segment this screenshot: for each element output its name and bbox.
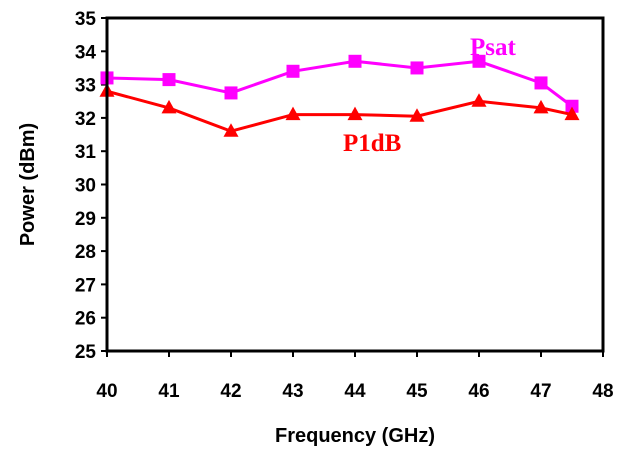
- y-tick-label: 27: [75, 275, 96, 296]
- y-tick-label: 29: [75, 209, 96, 230]
- y-tick-label: 31: [75, 142, 97, 163]
- x-tick-label: 48: [592, 381, 613, 402]
- data-point-p1db: [161, 99, 177, 114]
- data-point-psat: [565, 99, 579, 113]
- data-point-p1db: [533, 99, 549, 114]
- data-point-p1db: [285, 106, 301, 121]
- series-label-p1db: P1dB: [343, 130, 401, 157]
- x-tick-label: 46: [468, 381, 489, 402]
- y-tick-label: 26: [75, 309, 96, 330]
- y-tick-label: 32: [75, 109, 96, 130]
- series-label-psat: Psat: [470, 34, 517, 61]
- x-tick-label: 41: [158, 381, 180, 402]
- y-axis-title: Power (dBm): [17, 123, 39, 246]
- series-line-p1db: [106, 89, 573, 133]
- data-point-psat: [348, 54, 362, 68]
- y-tick-label: 33: [75, 76, 96, 97]
- series-line-psat: [106, 59, 573, 108]
- data-point-psat: [410, 61, 424, 75]
- x-tick-label: 43: [282, 381, 303, 402]
- x-tick-label: 47: [530, 381, 551, 402]
- data-point-psat: [224, 86, 238, 100]
- x-tick-label: 42: [220, 381, 241, 402]
- data-point-p1db: [471, 93, 487, 107]
- y-tick-label: 28: [75, 242, 96, 263]
- data-point-psat: [472, 54, 486, 68]
- x-tick-label: 45: [406, 381, 428, 402]
- y-tick-label: 25: [75, 342, 97, 363]
- plot-area-frame: [105, 16, 605, 353]
- y-tick-label: 35: [75, 9, 97, 30]
- x-tick-label: 44: [344, 381, 366, 402]
- data-point-p1db: [564, 106, 580, 121]
- data-point-psat: [534, 76, 548, 90]
- data-point-psat: [286, 64, 300, 78]
- data-point-p1db: [347, 106, 363, 121]
- x-tick-label: 40: [96, 381, 117, 402]
- data-point-p1db: [223, 123, 239, 137]
- y-tick-label: 30: [75, 176, 96, 197]
- y-tick-label: 34: [75, 42, 97, 63]
- x-axis-title: Frequency (GHz): [275, 425, 435, 447]
- data-point-p1db: [409, 108, 425, 122]
- data-point-psat: [162, 73, 176, 87]
